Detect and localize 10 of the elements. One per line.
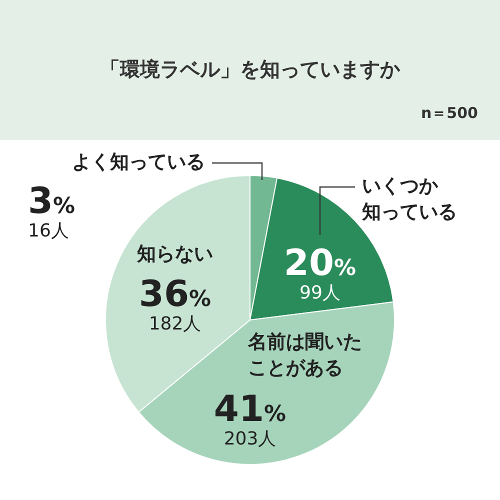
data-label: 3% 16人 [28, 181, 76, 242]
data-label: 36% 182人 [138, 274, 212, 335]
chart-subtitle: n＝500 [421, 104, 478, 123]
slice-label: いくつか知っている [361, 174, 457, 223]
chart-title: 「環境ラベル」を知っていますか [99, 56, 401, 83]
data-label: 20% 99人 [284, 243, 356, 304]
data-label: 41% 203人 [214, 389, 286, 450]
slice-label: 知らない [136, 242, 213, 265]
slice-label: 名前は聞いたことがある [247, 330, 362, 379]
slice-label: よく知っている [72, 150, 205, 173]
